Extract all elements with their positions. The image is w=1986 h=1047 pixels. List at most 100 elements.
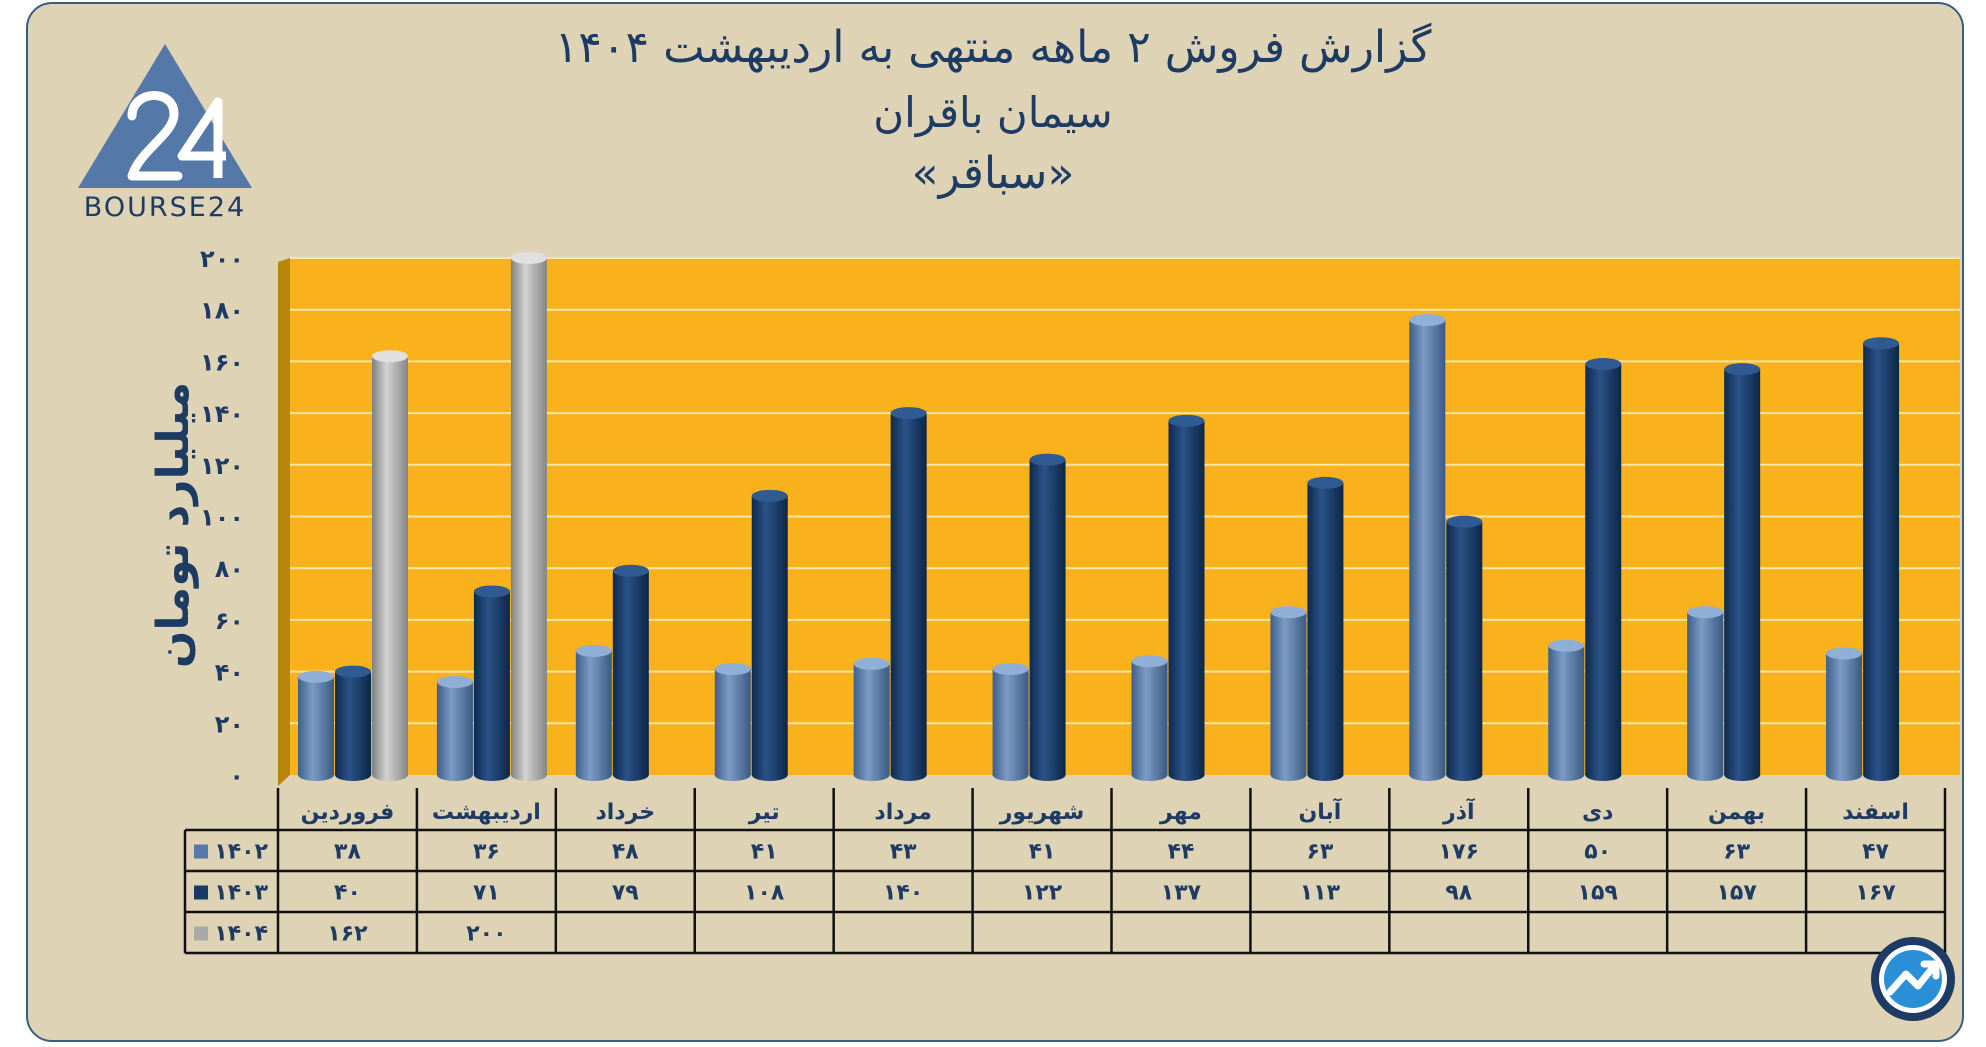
bar-body: [1826, 653, 1863, 775]
bar-base: [1863, 769, 1900, 781]
bar-base: [1724, 769, 1761, 781]
category-label: بهمن: [1708, 800, 1765, 825]
bar-cap: [1131, 655, 1168, 668]
category-label: خرداد: [595, 800, 655, 825]
y-tick-label: ۱۰۰: [200, 504, 244, 532]
data-label: ۱۰۸: [744, 881, 785, 906]
bar: [1307, 476, 1344, 781]
category-label: مهر: [1159, 800, 1202, 825]
y-tick-label: ۱۸۰: [200, 297, 244, 325]
bar-cap: [575, 644, 612, 657]
bar: [1548, 639, 1585, 781]
bar-body: [1687, 612, 1724, 775]
bar: [335, 665, 371, 781]
bar-body: [473, 591, 510, 775]
bar-body: [1168, 420, 1205, 775]
bar-body: [714, 669, 751, 775]
bar-body: [1307, 482, 1344, 775]
data-label: ۴۱: [751, 840, 778, 865]
data-label: ۵۰: [1584, 840, 1611, 865]
bar-base: [436, 769, 473, 781]
bar-body: [372, 356, 408, 775]
bar-cap: [1270, 606, 1307, 619]
data-label: ۶۳: [1723, 840, 1750, 865]
bar-base: [1307, 769, 1344, 781]
data-label: ۱۲۲: [1022, 881, 1063, 906]
bar-cap: [1724, 363, 1761, 376]
y-tick-label: ۱۲۰: [200, 452, 244, 480]
bar-cap: [372, 350, 408, 363]
data-label: ۴۱: [1029, 840, 1056, 865]
bar-base: [1687, 769, 1724, 781]
bar-body: [510, 258, 547, 775]
bar-body: [1724, 369, 1761, 775]
bar-base: [510, 769, 547, 781]
bar-cap: [853, 657, 890, 670]
bar-base: [1409, 769, 1446, 781]
bar: [1131, 655, 1168, 781]
bar-base: [1131, 769, 1168, 781]
y-tick-label: ۱۴۰: [200, 400, 244, 428]
bar-cap: [1307, 476, 1344, 489]
bar-base: [992, 769, 1029, 781]
trend-arrow-icon: [1871, 937, 1955, 1021]
data-label: ۴۴: [1168, 840, 1195, 865]
bar-body: [853, 663, 890, 775]
bar-body: [992, 669, 1029, 775]
bar: [510, 252, 547, 781]
bar-base: [1029, 769, 1066, 781]
category-label: تیر: [748, 800, 780, 825]
category-label: دی: [1582, 800, 1613, 825]
bar-body: [1548, 645, 1585, 775]
y-tick-label: ۰: [229, 762, 244, 790]
series-name: ۱۴۰۴: [214, 922, 268, 947]
data-label: ۲۰۰: [466, 922, 506, 947]
bar: [1585, 357, 1622, 781]
category-label: آبان: [1298, 797, 1341, 825]
bar-cap: [751, 489, 788, 502]
grid-lines: [290, 257, 1960, 725]
bar: [890, 407, 927, 781]
category-label: شهریور: [999, 800, 1085, 825]
bar: [612, 564, 649, 781]
bar-cap: [298, 670, 334, 683]
legend-swatch: [194, 926, 208, 941]
bar: [1168, 414, 1205, 781]
data-label: ۴۸: [612, 840, 639, 865]
bar-base: [473, 769, 510, 781]
data-label: ۱۵۷: [1716, 881, 1757, 906]
category-label: آذر: [1442, 797, 1475, 825]
bar: [714, 663, 751, 781]
y-axis-label: میلیارد تومان: [148, 382, 199, 668]
bar-cap: [510, 252, 547, 264]
bar-cap: [1585, 357, 1622, 370]
bar-cap: [612, 564, 649, 577]
data-label: ۱۵۹: [1578, 881, 1618, 906]
bar: [853, 657, 890, 781]
bar-cap: [436, 675, 473, 688]
bar-series: [298, 252, 1900, 781]
legend-swatch: [194, 885, 208, 900]
bar: [575, 644, 612, 781]
bar-body: [1409, 320, 1446, 775]
data-label: ۳۸: [334, 840, 361, 865]
bar-body: [1270, 612, 1307, 775]
bar: [992, 663, 1029, 781]
bar-base: [1826, 769, 1863, 781]
bourse24-logo-icon: [78, 44, 252, 188]
chart-subtitle-company: سیمان باقران: [873, 88, 1113, 137]
bar-body: [1131, 661, 1168, 775]
bar-cap: [890, 407, 927, 420]
bar-cap: [992, 663, 1029, 676]
data-label: ۴۷: [1862, 840, 1889, 865]
plot-side-wall: [278, 258, 290, 786]
bar: [298, 670, 334, 781]
bar-body: [298, 676, 334, 775]
data-label: ۷۹: [612, 881, 639, 906]
y-tick-label: ۶۰: [215, 607, 244, 635]
bar-base: [1548, 769, 1585, 781]
bar-body: [1029, 459, 1066, 775]
data-table: فروردین اردیبهشت خرداد تیر مرداد شهریور مهر آبا…: [183, 788, 1947, 955]
bar-cap: [473, 585, 510, 598]
bar-cap: [1446, 515, 1483, 528]
